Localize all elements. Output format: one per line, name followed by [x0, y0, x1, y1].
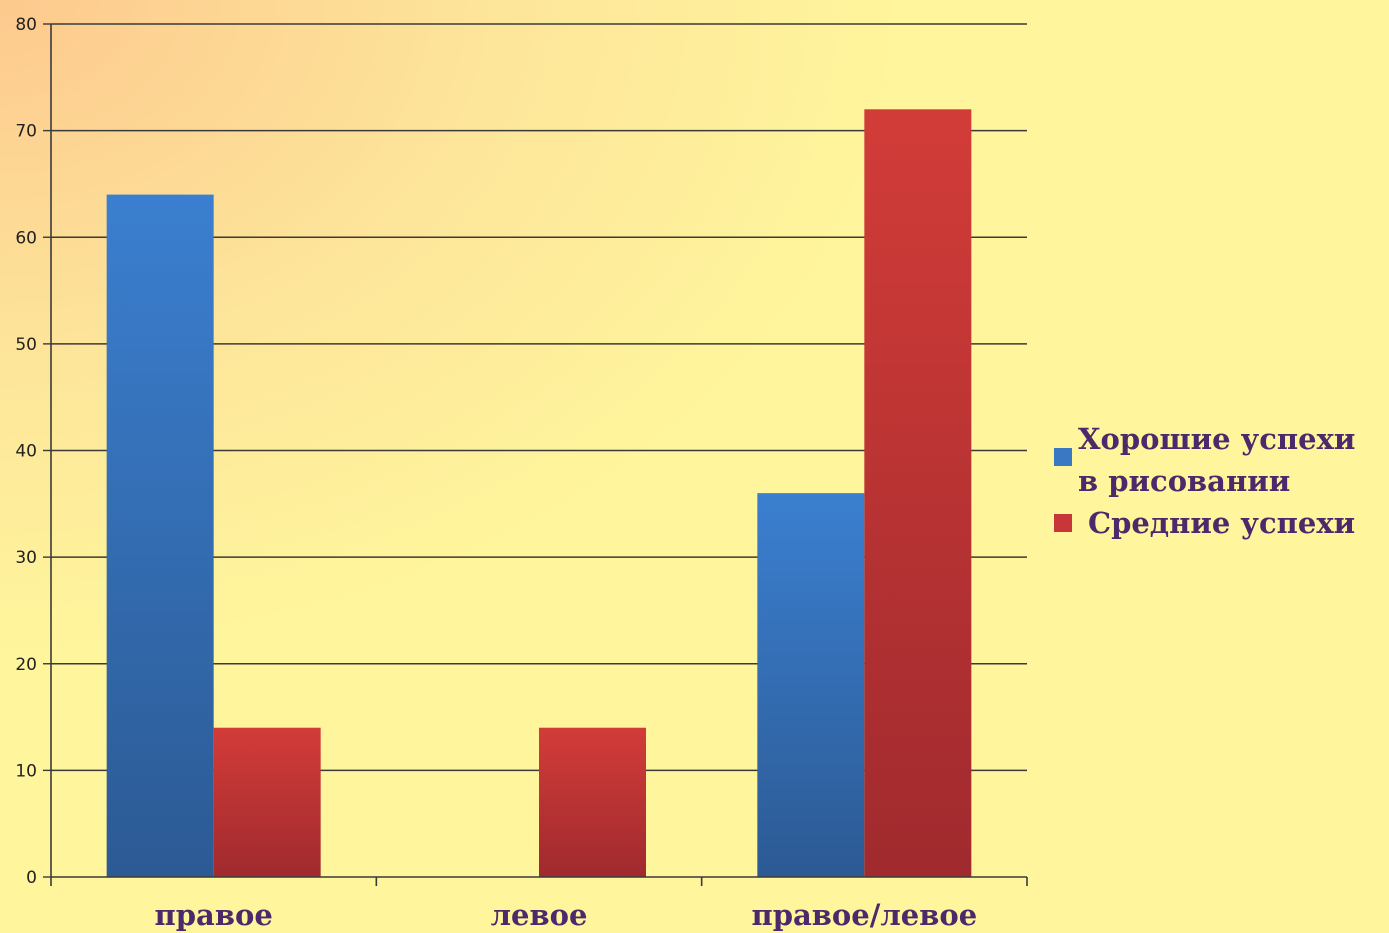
legend: Хорошие успехи в рисовании Средние успех… [1054, 418, 1384, 544]
bars [106, 109, 972, 878]
legend-label-average: Средние успехи [1088, 506, 1356, 540]
bar-average [864, 109, 972, 878]
y-tick-label: 30 [15, 548, 37, 568]
legend-item-good: Хорошие успехи в рисовании [1054, 418, 1384, 502]
legend-item-average: Средние успехи [1054, 502, 1384, 544]
axes [43, 23, 1028, 886]
bar-average [539, 727, 646, 877]
x-category-label: левое [491, 898, 588, 932]
x-category-label: правое/левое [751, 898, 977, 932]
legend-label-good: Хорошие успехи в рисовании [1078, 422, 1356, 498]
y-tick-label: 10 [15, 761, 37, 781]
y-tick-label: 0 [26, 868, 37, 888]
legend-swatch-good [1054, 448, 1072, 466]
y-tick-label: 70 [15, 122, 37, 142]
gridlines [51, 23, 1027, 772]
y-tick-label: 60 [15, 228, 37, 248]
axis-labels: 0 10 20 30 40 50 60 70 80 правое левое правое/левое [15, 15, 977, 932]
bar-good [757, 493, 865, 877]
bar-average [213, 727, 321, 877]
y-tick-label: 20 [15, 655, 37, 675]
x-category-label: правое [155, 898, 273, 932]
y-tick-label: 80 [15, 15, 37, 35]
legend-swatch-average [1054, 514, 1072, 532]
y-tick-label: 40 [15, 442, 37, 462]
bar-good [106, 194, 214, 878]
y-tick-label: 50 [15, 335, 37, 355]
